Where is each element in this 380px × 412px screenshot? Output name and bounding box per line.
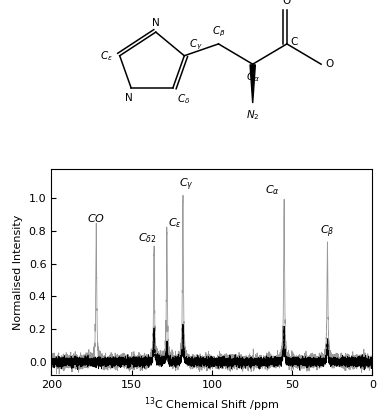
- Text: $N_2$: $N_2$: [246, 108, 260, 122]
- Text: $C_{\delta 2}$: $C_{\delta 2}$: [138, 231, 157, 245]
- Text: $C_{\varepsilon}$: $C_{\varepsilon}$: [100, 49, 113, 63]
- Text: $C_{\varepsilon}$: $C_{\varepsilon}$: [168, 216, 182, 230]
- Text: $C_{\alpha}$: $C_{\alpha}$: [266, 183, 280, 197]
- Text: $C_{\alpha}$: $C_{\alpha}$: [246, 70, 260, 84]
- Text: C: C: [291, 37, 298, 47]
- Text: $C_{\beta}$: $C_{\beta}$: [320, 224, 335, 240]
- Y-axis label: Normalised Intensity: Normalised Intensity: [13, 214, 23, 330]
- Text: O: O: [326, 59, 334, 69]
- Polygon shape: [250, 65, 255, 103]
- Text: $CO$: $CO$: [87, 212, 105, 224]
- Text: $C_{\gamma}$: $C_{\gamma}$: [179, 177, 193, 194]
- X-axis label: $^{13}$C Chemical Shift /ppm: $^{13}$C Chemical Shift /ppm: [144, 396, 280, 412]
- Text: N: N: [125, 93, 133, 103]
- Text: O: O: [283, 0, 291, 6]
- Text: $C_{\delta}$: $C_{\delta}$: [177, 92, 190, 106]
- Text: N: N: [152, 18, 160, 28]
- Text: $C_{\gamma}$: $C_{\gamma}$: [189, 38, 203, 52]
- Text: $C_{\beta}$: $C_{\beta}$: [212, 25, 225, 39]
